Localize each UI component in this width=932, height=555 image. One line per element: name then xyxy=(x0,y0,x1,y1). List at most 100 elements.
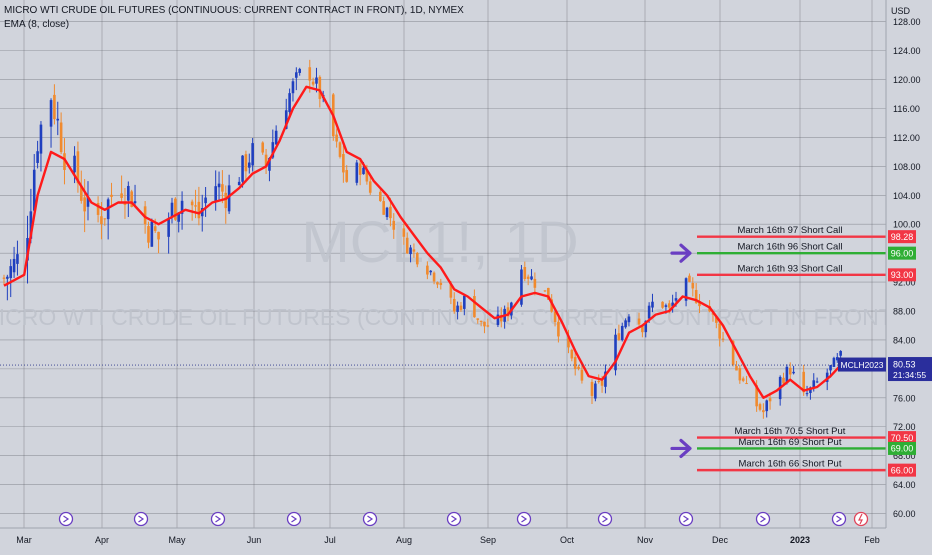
candle-body xyxy=(291,81,295,94)
event-marker-icon xyxy=(597,511,613,527)
event-marker-icon xyxy=(678,511,694,527)
candle-body xyxy=(553,311,557,323)
event-glyph xyxy=(683,515,690,523)
level-price-text: 70.50 xyxy=(891,433,914,443)
event-glyph xyxy=(602,515,609,523)
candle-body xyxy=(6,276,9,279)
x-tick-label: Oct xyxy=(560,535,575,545)
indicator-label[interactable]: EMA (8, close) xyxy=(4,19,70,30)
candle-body xyxy=(627,316,631,323)
x-tick-label: Jun xyxy=(247,535,262,545)
event-glyph xyxy=(836,515,843,523)
candle-body xyxy=(318,76,322,99)
chart-title: MICRO WTI CRUDE OIL FUTURES (CONTINUOUS:… xyxy=(4,5,464,16)
countdown-text: 21:34:55 xyxy=(893,370,926,380)
candle-body xyxy=(738,368,742,381)
candle-body xyxy=(809,387,812,393)
candle-body xyxy=(194,205,197,207)
event-circle xyxy=(362,511,378,527)
x-tick-label: Apr xyxy=(95,535,109,545)
candle-body xyxy=(224,192,228,209)
event-circle xyxy=(755,511,771,527)
candle-body xyxy=(694,289,698,303)
y-tick-label: 116.00 xyxy=(893,104,920,114)
candle-body xyxy=(197,201,201,219)
candle-body xyxy=(12,258,16,273)
event-marker-icon xyxy=(831,511,847,527)
candle-body xyxy=(365,169,369,182)
event-glyph xyxy=(215,515,222,523)
y-tick-label: 60.00 xyxy=(893,509,916,519)
candle-body xyxy=(103,218,107,220)
candle-body xyxy=(355,162,359,183)
ema-line xyxy=(3,85,845,399)
y-tick-label: 64.00 xyxy=(893,480,916,490)
candle-body xyxy=(221,184,224,192)
candle-body xyxy=(76,151,80,184)
y-tick-label: 84.00 xyxy=(893,335,916,345)
candle-body xyxy=(167,218,170,237)
y-tick-label: 108.00 xyxy=(893,162,921,172)
y-tick-label: 104.00 xyxy=(893,191,921,201)
candle-body xyxy=(311,81,315,85)
candle-body xyxy=(647,305,651,319)
candle-body xyxy=(782,377,785,384)
candle-body xyxy=(523,266,527,279)
candle-body xyxy=(496,314,500,326)
arrow-icon xyxy=(670,243,692,263)
candle-body xyxy=(731,341,735,365)
candle-body xyxy=(802,371,805,393)
candle-body xyxy=(402,228,406,237)
candle-body xyxy=(479,320,483,322)
candle-body xyxy=(63,153,66,170)
candle-body xyxy=(345,170,349,182)
candle-body xyxy=(241,155,244,182)
x-tick-label: May xyxy=(168,535,186,545)
candle-body xyxy=(520,269,523,305)
event-marker-icon xyxy=(446,511,462,527)
level-price-tag xyxy=(888,431,916,445)
arrow-head xyxy=(679,438,692,459)
candle-body xyxy=(664,305,668,307)
x-tick-label: Sep xyxy=(480,535,496,545)
candle-body xyxy=(127,185,130,201)
y-tick-label: 72.00 xyxy=(893,422,916,432)
candle-body xyxy=(832,357,836,367)
candle-body xyxy=(835,357,839,361)
candle-body xyxy=(721,338,725,340)
candle-body xyxy=(436,282,439,285)
candle-body xyxy=(661,301,664,308)
candle-body xyxy=(768,398,772,402)
candle-body xyxy=(745,383,748,385)
candle-body xyxy=(758,404,762,410)
y-tick-label: 92.00 xyxy=(893,278,916,288)
candle-body xyxy=(530,276,533,280)
candle-body xyxy=(274,130,278,145)
candle-body xyxy=(190,201,194,206)
candle-body xyxy=(56,118,60,121)
level-price-tag xyxy=(888,246,916,260)
event-glyph xyxy=(521,515,528,523)
candle-body xyxy=(432,272,436,282)
symbol-tag xyxy=(838,357,886,372)
x-tick-label: Jul xyxy=(324,535,336,545)
candle-body xyxy=(715,317,718,323)
level-price-tag xyxy=(888,268,916,282)
candle-body xyxy=(476,318,480,320)
candle-body xyxy=(342,154,345,173)
candle-body xyxy=(651,301,654,308)
candle-body xyxy=(295,72,298,78)
candle-body xyxy=(308,67,312,81)
candle-body xyxy=(594,383,597,399)
y-tick-label: 128.00 xyxy=(893,17,921,27)
candle-body xyxy=(641,326,644,333)
candle-body xyxy=(412,249,416,252)
candle-body xyxy=(805,393,809,395)
candle-body xyxy=(96,202,100,215)
level-price-tag xyxy=(888,463,916,477)
candle-body xyxy=(382,201,385,215)
candle-body xyxy=(150,221,154,247)
candle-body xyxy=(550,299,553,312)
candle-body xyxy=(456,305,459,312)
